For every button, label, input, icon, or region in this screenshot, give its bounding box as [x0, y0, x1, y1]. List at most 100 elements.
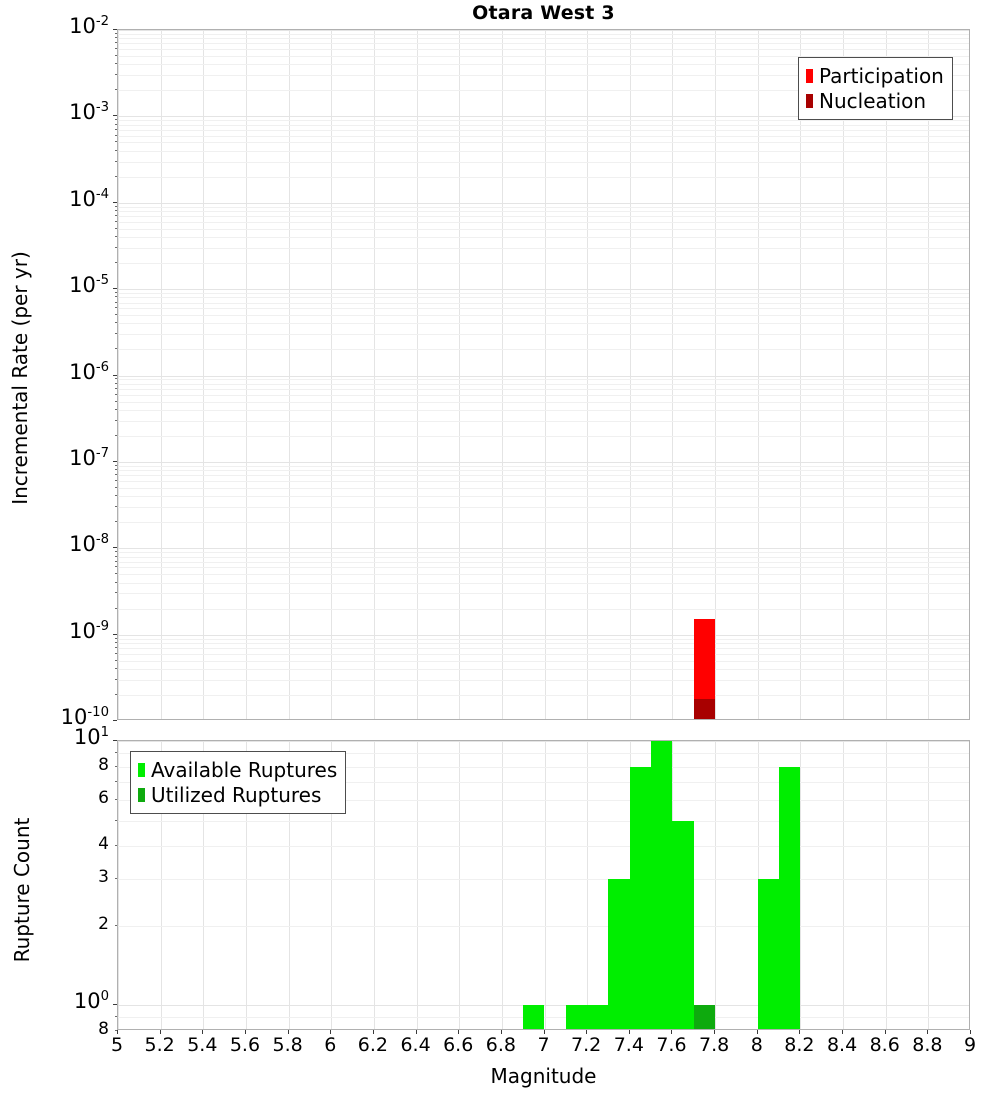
y-tick-mark-minor	[115, 608, 117, 609]
gridline-horizontal-minor	[118, 643, 969, 644]
x-tick-label: 7.2	[571, 1034, 602, 1056]
gridline-vertical	[928, 30, 929, 719]
gridline-vertical	[843, 30, 844, 719]
top-panel-legend: Participation Nucleation	[798, 57, 953, 120]
y-tick-mark-minor	[115, 469, 117, 470]
legend-item-utilized-ruptures: Utilized Ruptures	[138, 782, 337, 807]
gridline-vertical	[417, 30, 418, 719]
y-tick-mark	[113, 461, 117, 462]
x-tick-label: 6.8	[485, 1034, 516, 1056]
x-tick-mark	[544, 1030, 545, 1034]
gridline-horizontal-minor	[118, 162, 969, 163]
gridline-horizontal-minor	[118, 125, 969, 126]
gridline-horizontal-minor	[118, 481, 969, 482]
y-tick-mark-minor	[115, 296, 117, 297]
gridline-horizontal-minor	[118, 38, 969, 39]
y-tick-mark-minor	[115, 551, 117, 552]
gridline-horizontal-minor	[118, 421, 969, 422]
y-tick-mark-minor	[115, 161, 117, 162]
y-tick-mark-minor	[115, 679, 117, 680]
y-tick-mark-minor	[115, 878, 117, 879]
x-tick-mark	[330, 1030, 331, 1034]
x-tick-label: 7.6	[656, 1034, 687, 1056]
gridline-vertical	[161, 741, 162, 1029]
x-tick-mark	[586, 1030, 587, 1034]
y-tick-mark-minor	[115, 124, 117, 125]
page-title: Otara West 3	[472, 2, 615, 24]
y-tick-label: 10-10	[60, 705, 109, 729]
y-tick-mark-minor	[115, 388, 117, 389]
y-tick-mark-minor	[115, 215, 117, 216]
gridline-horizontal-minor	[118, 507, 969, 508]
gridline-horizontal-minor	[118, 567, 969, 568]
gridline-vertical	[203, 30, 204, 719]
legend-label-utilized-ruptures: Utilized Ruptures	[151, 782, 322, 807]
gridline-horizontal-minor	[118, 379, 969, 380]
participation-swatch-icon	[806, 68, 813, 83]
gridline-horizontal-minor	[118, 263, 969, 264]
available-ruptures-swatch-icon	[138, 762, 145, 777]
gridline-horizontal-minor	[118, 410, 969, 411]
bar-available-rupture	[608, 879, 630, 1029]
y-tick-mark-minor	[115, 647, 117, 648]
y-tick-label-minor: 3	[98, 867, 109, 888]
x-tick-label: 8.6	[869, 1034, 900, 1056]
gridline-vertical	[800, 30, 801, 719]
y-tick-mark	[113, 740, 117, 741]
y-tick-label: 10-5	[69, 273, 109, 298]
gridline-horizontal-minor	[118, 177, 969, 178]
y-tick-mark	[113, 202, 117, 203]
x-tick-label: 7.8	[698, 1034, 730, 1056]
x-tick-label: 8.4	[826, 1034, 858, 1056]
gridline-horizontal-major	[118, 376, 969, 377]
y-tick-label-minor: 8	[98, 1019, 109, 1039]
gridline-horizontal-minor	[118, 90, 969, 91]
gridline-horizontal-minor	[118, 583, 969, 584]
y-tick-label: 101	[73, 725, 109, 749]
x-tick-label: 5.2	[144, 1034, 175, 1056]
gridline-horizontal-major	[118, 289, 969, 290]
y-tick-mark-minor	[115, 474, 117, 475]
y-tick-mark-minor	[115, 521, 117, 522]
y-tick-mark-minor	[115, 573, 117, 574]
x-tick-mark	[416, 1030, 417, 1034]
legend-item-available-ruptures: Available Ruptures	[138, 757, 337, 782]
gridline-horizontal-minor	[118, 821, 969, 822]
x-tick-label: 5.8	[272, 1034, 303, 1056]
bottom-panel-axes: Available Ruptures Utilized Ruptures	[117, 740, 970, 1030]
legend-label-nucleation: Nucleation	[819, 88, 927, 113]
gridline-vertical	[545, 741, 546, 1029]
y-tick-label-minor: 4	[98, 834, 109, 855]
legend-item-participation: Participation	[806, 63, 944, 88]
gridline-horizontal-minor	[118, 207, 969, 208]
gridline-horizontal-major	[118, 635, 969, 636]
gridline-vertical	[843, 741, 844, 1029]
gridline-horizontal-minor	[118, 222, 969, 223]
y-tick-mark-minor	[115, 292, 117, 293]
y-tick-mark-minor	[115, 63, 117, 64]
gridline-horizontal-major	[118, 548, 969, 549]
gridline-horizontal-minor	[118, 488, 969, 489]
gridline-horizontal-major	[118, 203, 969, 204]
gridline-vertical	[587, 30, 588, 719]
x-tick-label: 5.6	[229, 1034, 261, 1056]
gridline-vertical	[459, 30, 460, 719]
y-tick-label: 10-6	[69, 359, 109, 384]
gridline-horizontal-minor	[118, 593, 969, 594]
x-tick-label: 6	[324, 1034, 337, 1056]
x-tick-mark	[671, 1030, 672, 1034]
gridline-vertical	[502, 30, 503, 719]
y-tick-mark-minor	[115, 582, 117, 583]
x-tick-mark	[501, 1030, 502, 1034]
top-panel-gridlines	[118, 30, 969, 719]
gridline-vertical	[928, 741, 929, 1029]
y-tick-label-minor: 8	[98, 754, 109, 775]
x-tick-label: 5.4	[187, 1034, 218, 1056]
gridline-vertical	[289, 741, 290, 1029]
y-tick-label: 100	[73, 989, 109, 1014]
bar-participation	[693, 619, 716, 719]
y-tick-mark-minor	[115, 150, 117, 151]
y-tick-label-minor: 2	[98, 913, 109, 934]
y-tick-mark	[113, 375, 117, 376]
y-tick-mark-minor	[115, 480, 117, 481]
